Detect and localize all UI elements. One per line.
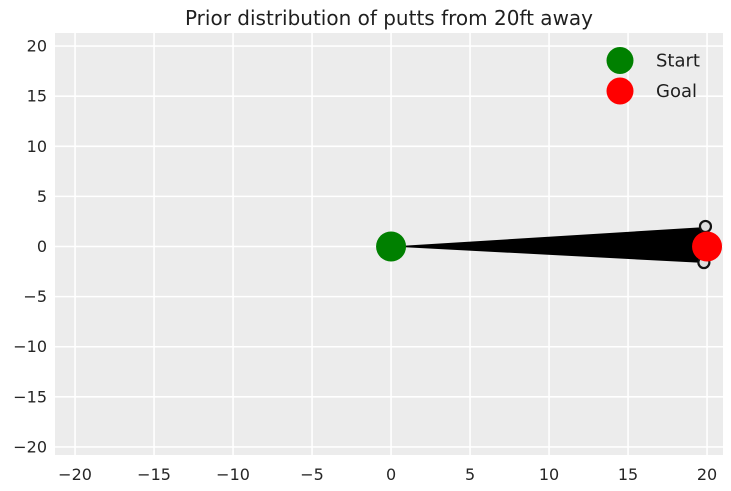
trajectory-fan-layer	[391, 226, 707, 264]
x-tick-label: 5	[465, 465, 475, 484]
x-tick-label: 15	[618, 465, 638, 484]
trajectory-fan	[391, 226, 707, 264]
x-tick-label: −15	[137, 465, 171, 484]
x-tick-label: 0	[386, 465, 396, 484]
y-tick-label: 15	[27, 87, 47, 106]
goal-point	[692, 231, 723, 262]
y-tick-label: 5	[37, 187, 47, 206]
y-tick-label: −20	[13, 437, 47, 456]
legend-label-start: Start	[656, 51, 700, 72]
chart-title: Prior distribution of putts from 20ft aw…	[185, 6, 593, 30]
x-axis-tick-labels: −20 −15 −10 −5 0 5 10 15 20	[58, 465, 717, 484]
trajectory-end-marker	[698, 219, 713, 234]
start-point	[376, 231, 407, 262]
legend-marker-goal-icon	[606, 77, 634, 105]
y-tick-label: −15	[13, 387, 47, 406]
y-axis-tick-labels: −20 −15 −10 −5 0 5 10 15 20	[13, 37, 47, 457]
y-tick-label: 0	[37, 237, 47, 256]
legend: Start Goal	[606, 47, 700, 105]
y-tick-label: 10	[27, 137, 47, 156]
legend-marker-start-icon	[606, 47, 634, 74]
scatter-points-layer	[376, 231, 723, 262]
legend-label-goal: Goal	[656, 81, 697, 102]
x-tick-label: 10	[539, 465, 559, 484]
y-tick-label: −5	[23, 287, 47, 306]
x-tick-label: −5	[300, 465, 324, 484]
x-tick-label: −10	[216, 465, 250, 484]
y-tick-label: 20	[27, 37, 47, 56]
y-tick-label: −10	[13, 337, 47, 356]
x-tick-label: 20	[697, 465, 717, 484]
x-tick-label: −20	[58, 465, 92, 484]
